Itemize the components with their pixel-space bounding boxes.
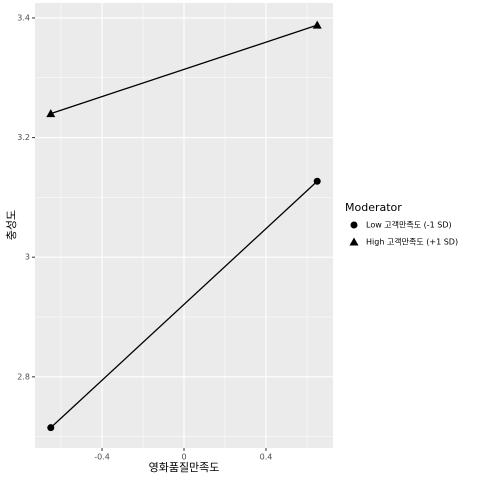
x-tick-label: 0 (181, 453, 186, 462)
legend-label: High 고객만족도 (+1 SD) (366, 237, 458, 247)
series-line (50, 180, 318, 429)
y-tick-label: 2.8 (17, 372, 30, 381)
y-tick-label: 3.2 (17, 133, 30, 142)
series-line (50, 24, 318, 115)
legend-key (349, 237, 359, 246)
legend-label: Low 고객만족도 (-1 SD) (366, 220, 452, 230)
x-axis-label: 영화품질만족도 (149, 461, 220, 474)
x-tick-label: -0.4 (94, 453, 110, 462)
marker (313, 177, 321, 185)
legend-title: Moderator (345, 201, 402, 214)
y-tick-label: 3.4 (17, 13, 30, 22)
x-tick-label: 0.4 (260, 453, 273, 462)
legend-key (350, 221, 358, 229)
y-axis-label: 충성도 (5, 210, 18, 240)
marker (46, 109, 56, 118)
marker (312, 20, 322, 29)
y-tick-label: 3 (25, 253, 30, 262)
marker (47, 424, 55, 432)
